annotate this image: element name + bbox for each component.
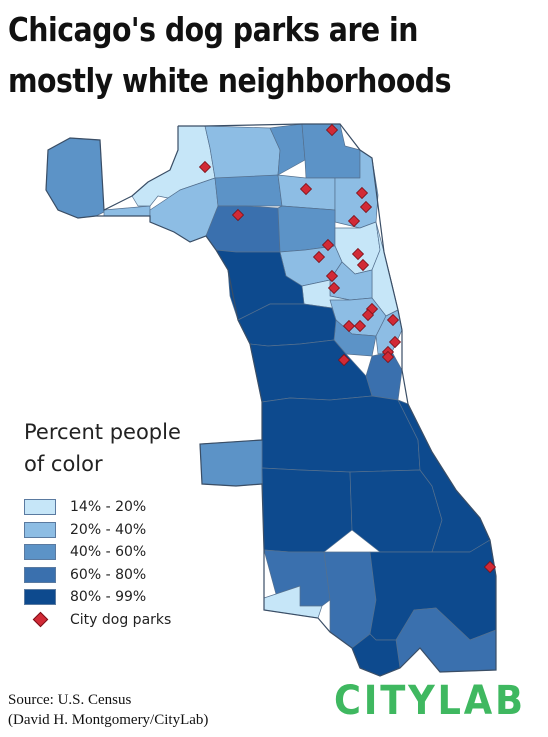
dog-park-marker (386, 313, 400, 327)
source-note: Source: U.S. Census (David H. Montgomery… (8, 690, 208, 730)
legend-label: 14% - 20% (70, 499, 147, 516)
dog-park-marker (321, 238, 335, 252)
legend-swatch (24, 521, 56, 538)
legend-item-dog-parks: City dog parks (24, 609, 194, 632)
region-nw-e (205, 205, 281, 253)
citylab-logo: CITYLAB (334, 678, 526, 724)
source-line-1: Source: U.S. Census (8, 692, 132, 708)
dog-park-marker (342, 319, 356, 333)
legend-swatch (24, 566, 56, 583)
legend-swatch (24, 499, 56, 516)
region-s-b (349, 469, 443, 553)
dog-park-marker (347, 214, 361, 228)
dog-park-marker (337, 353, 351, 367)
legend-label: 40% - 60% (70, 544, 147, 561)
dog-park-marker (325, 123, 339, 137)
dog-park-marker (359, 200, 373, 214)
page-title: Chicago's dog parks are in mostly white … (8, 4, 464, 106)
dog-park-marker (361, 308, 375, 322)
dog-park-marker (355, 186, 369, 200)
legend-item-20-40: 20% - 40% (24, 519, 194, 542)
region-ohare-connector (103, 205, 151, 217)
dog-park-marker (299, 182, 313, 196)
dog-park-marker (325, 269, 339, 283)
region-sw-connector (199, 439, 263, 487)
legend-item-80-99: 80% - 99% (24, 586, 194, 609)
title-line-2: mostly white neighborhoods (8, 61, 451, 100)
dog-park-marker (388, 335, 402, 349)
dog-park-marker (353, 319, 367, 333)
legend-swatch (24, 589, 56, 606)
legend-label: 80% - 99% (70, 589, 147, 606)
dog-park-marker (327, 281, 341, 295)
region-nw-d (214, 174, 283, 207)
region-sw-a (261, 395, 421, 473)
dog-park-marker (198, 160, 212, 174)
legend-item-14-20: 14% - 20% (24, 496, 194, 519)
region-ohare (45, 137, 105, 219)
legend-label: 60% - 80% (70, 566, 147, 583)
legend-items: 14% - 20% 20% - 40% 40% - 60% 60% - 80% … (24, 496, 194, 631)
region-s-a (261, 467, 353, 553)
legend: Percent people of color 14% - 20% 20% - … (24, 416, 194, 631)
dog-park-marker (483, 560, 497, 574)
legend-item-40-60: 40% - 60% (24, 541, 194, 564)
legend-item-60-80: 60% - 80% (24, 564, 194, 587)
dog-park-marker (381, 350, 395, 364)
legend-title: Percent people of color (24, 420, 181, 476)
dog-park-marker (231, 208, 245, 222)
legend-swatch (24, 544, 56, 561)
title-line-1: Chicago's dog parks are in (8, 10, 418, 49)
legend-label: City dog parks (70, 611, 172, 628)
legend-label: 20% - 40% (70, 521, 147, 538)
dog-park-marker (356, 258, 370, 272)
dog-park-marker (351, 247, 365, 261)
diamond-icon (24, 611, 56, 628)
region-nw-b (204, 125, 281, 181)
source-line-2: (David H. Montgomery/CityLab) (8, 712, 209, 728)
dog-park-marker (312, 250, 326, 264)
